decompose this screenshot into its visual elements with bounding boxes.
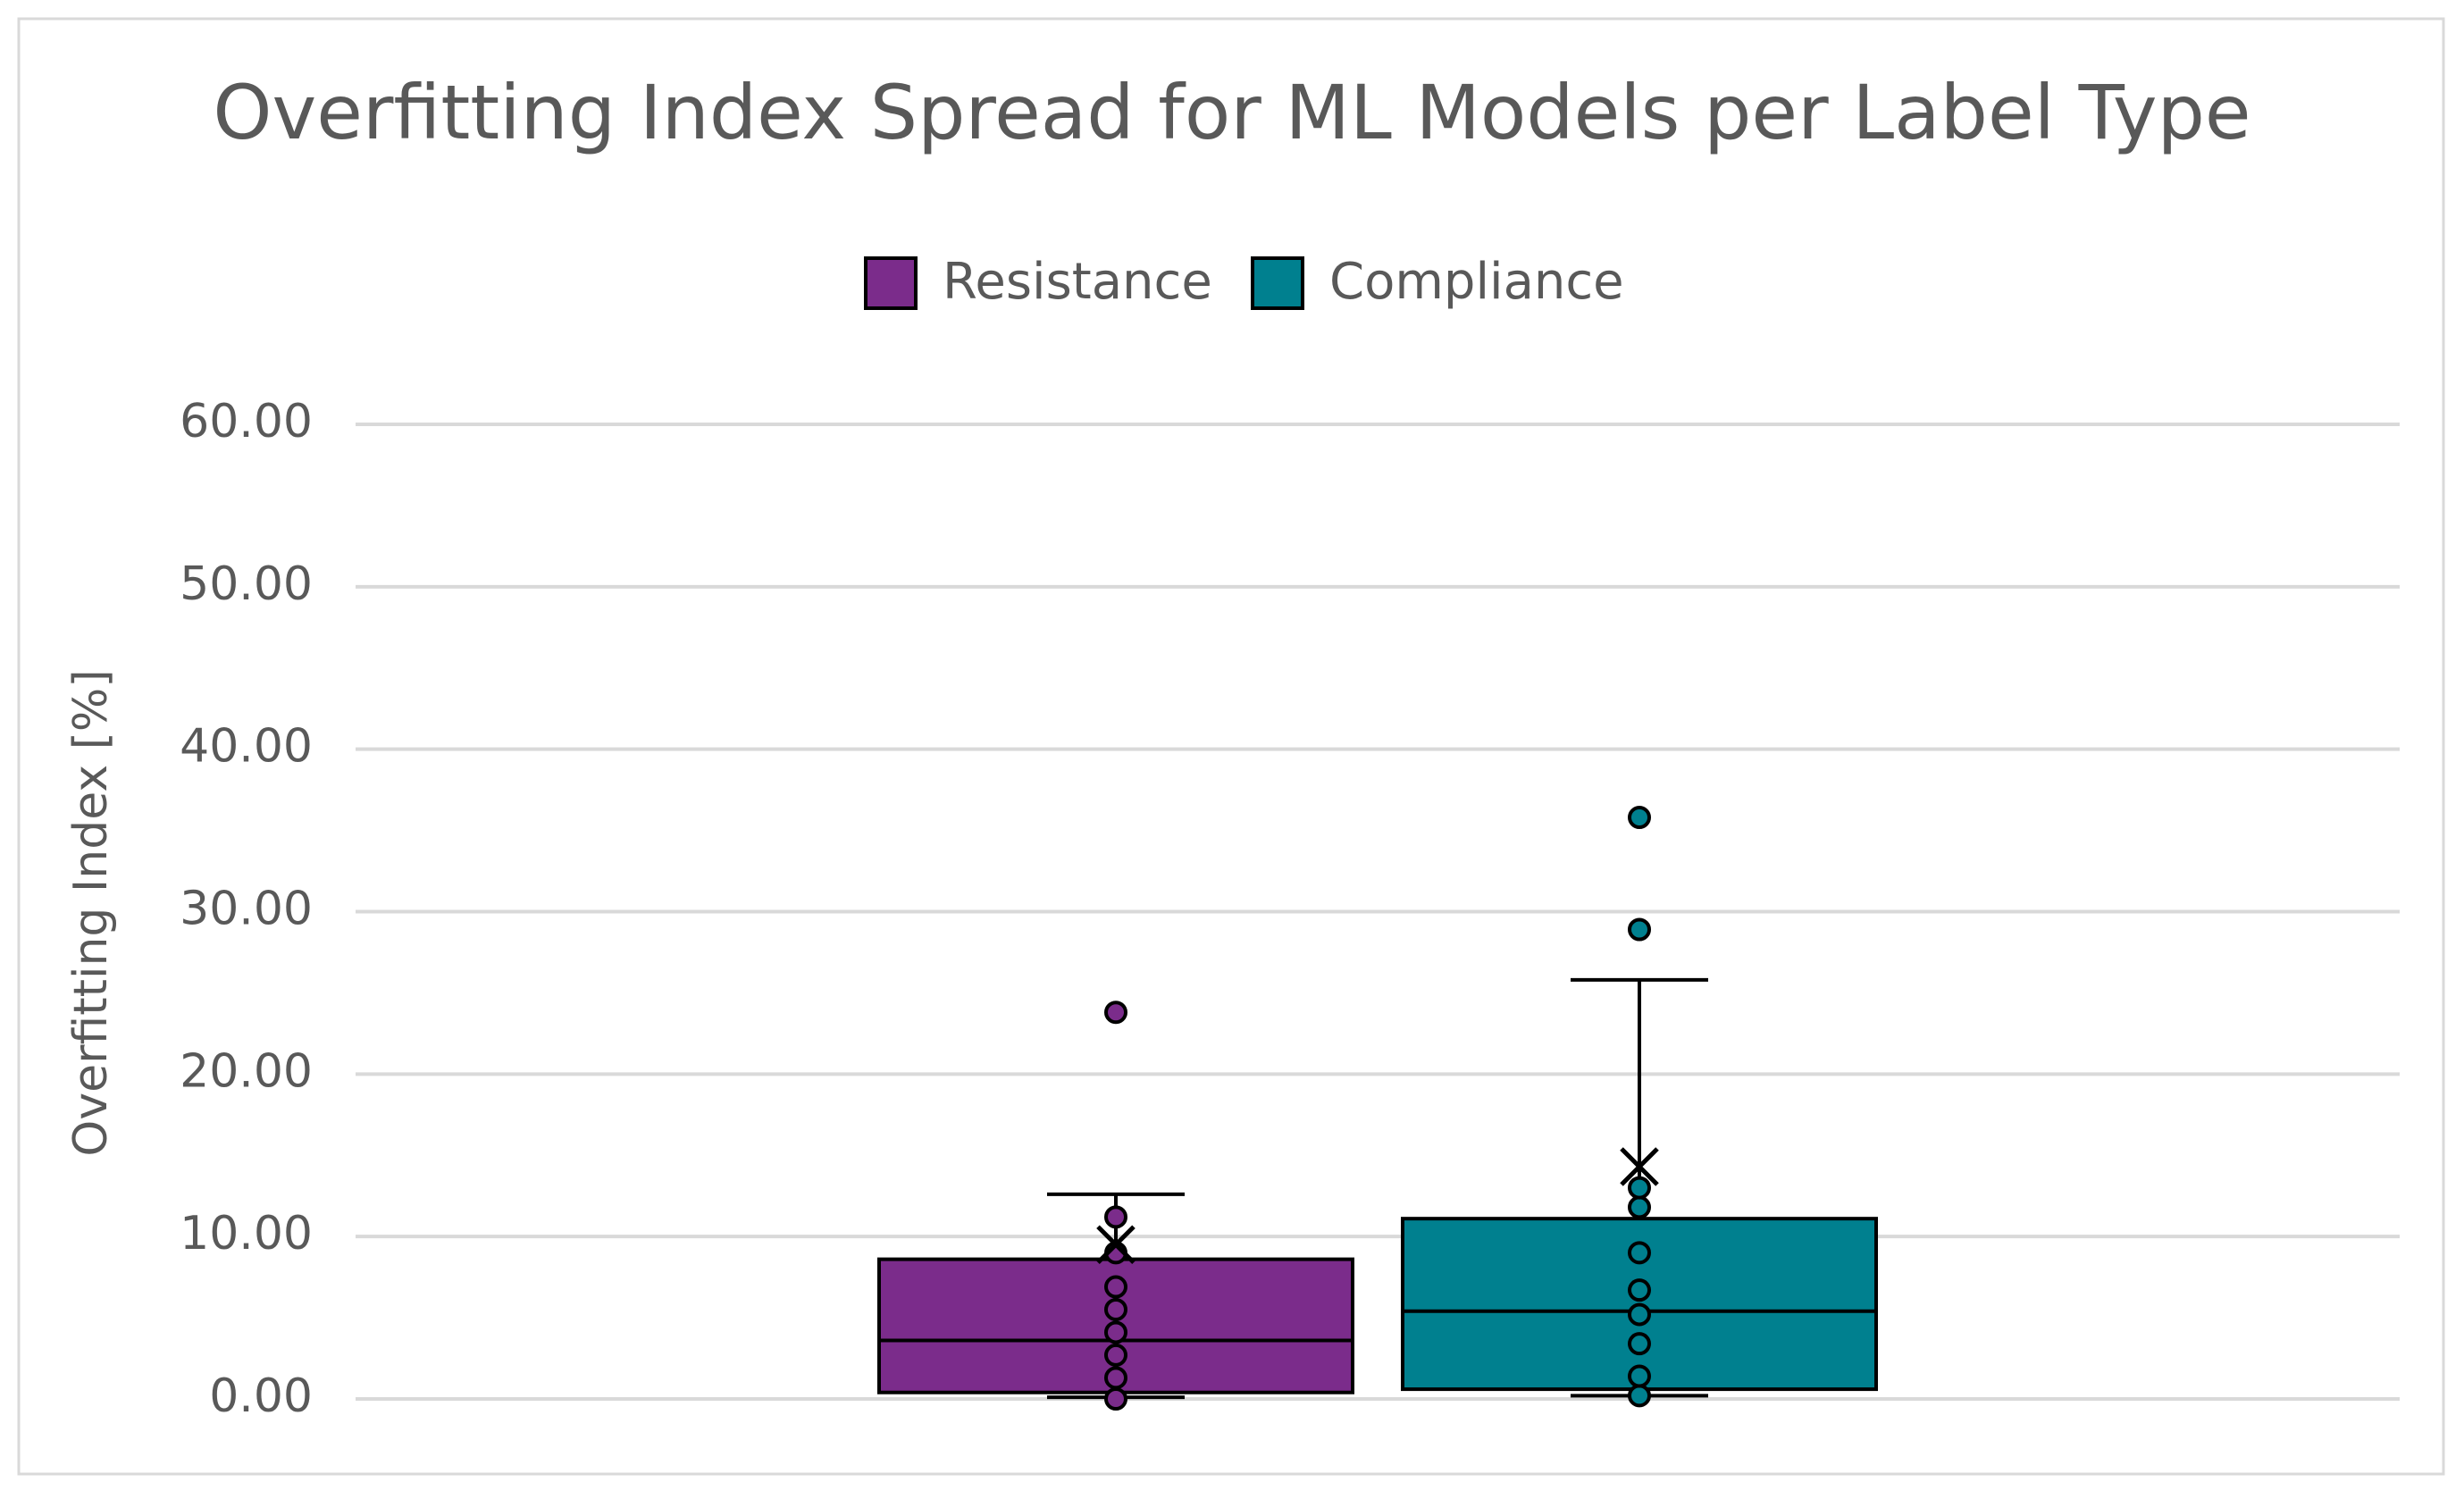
data-point xyxy=(1628,1195,1651,1219)
data-point xyxy=(1628,1384,1651,1408)
mean-marker xyxy=(1096,1225,1136,1265)
data-point xyxy=(1104,1387,1127,1411)
data-point xyxy=(1104,1320,1127,1344)
legend-swatch xyxy=(864,256,918,310)
y-tick-label: 30.00 xyxy=(180,883,313,936)
data-point xyxy=(1628,1332,1651,1356)
y-tick-label: 0.00 xyxy=(209,1369,313,1423)
data-point xyxy=(1104,1275,1127,1299)
outlier xyxy=(1628,806,1651,830)
data-point xyxy=(1628,1278,1651,1302)
data-point xyxy=(1628,1241,1651,1265)
chart-border xyxy=(17,17,2445,1476)
y-tick-label: 10.00 xyxy=(180,1207,313,1260)
data-point xyxy=(1104,1297,1127,1321)
y-tick-label: 50.00 xyxy=(180,557,313,611)
chart-title: Overfitting Index Spread for ML Models p… xyxy=(213,69,2250,156)
data-point xyxy=(1628,1364,1651,1388)
data-point xyxy=(1104,1366,1127,1390)
mean-marker xyxy=(1620,1147,1659,1186)
legend-swatch xyxy=(1251,256,1304,310)
y-tick-label: 40.00 xyxy=(180,720,313,774)
data-point xyxy=(1628,1302,1651,1327)
legend-label: Compliance xyxy=(1329,253,1624,311)
data-point xyxy=(1628,1176,1651,1200)
outlier xyxy=(1104,1001,1127,1025)
data-point xyxy=(1104,1205,1127,1229)
data-point xyxy=(1104,1343,1127,1367)
y-tick-label: 60.00 xyxy=(180,395,313,448)
legend-label: Resistance xyxy=(943,253,1212,311)
y-tick-label: 20.00 xyxy=(180,1044,313,1098)
outlier xyxy=(1628,917,1651,942)
y-axis-label: Overfitting Index [%] xyxy=(64,669,118,1156)
